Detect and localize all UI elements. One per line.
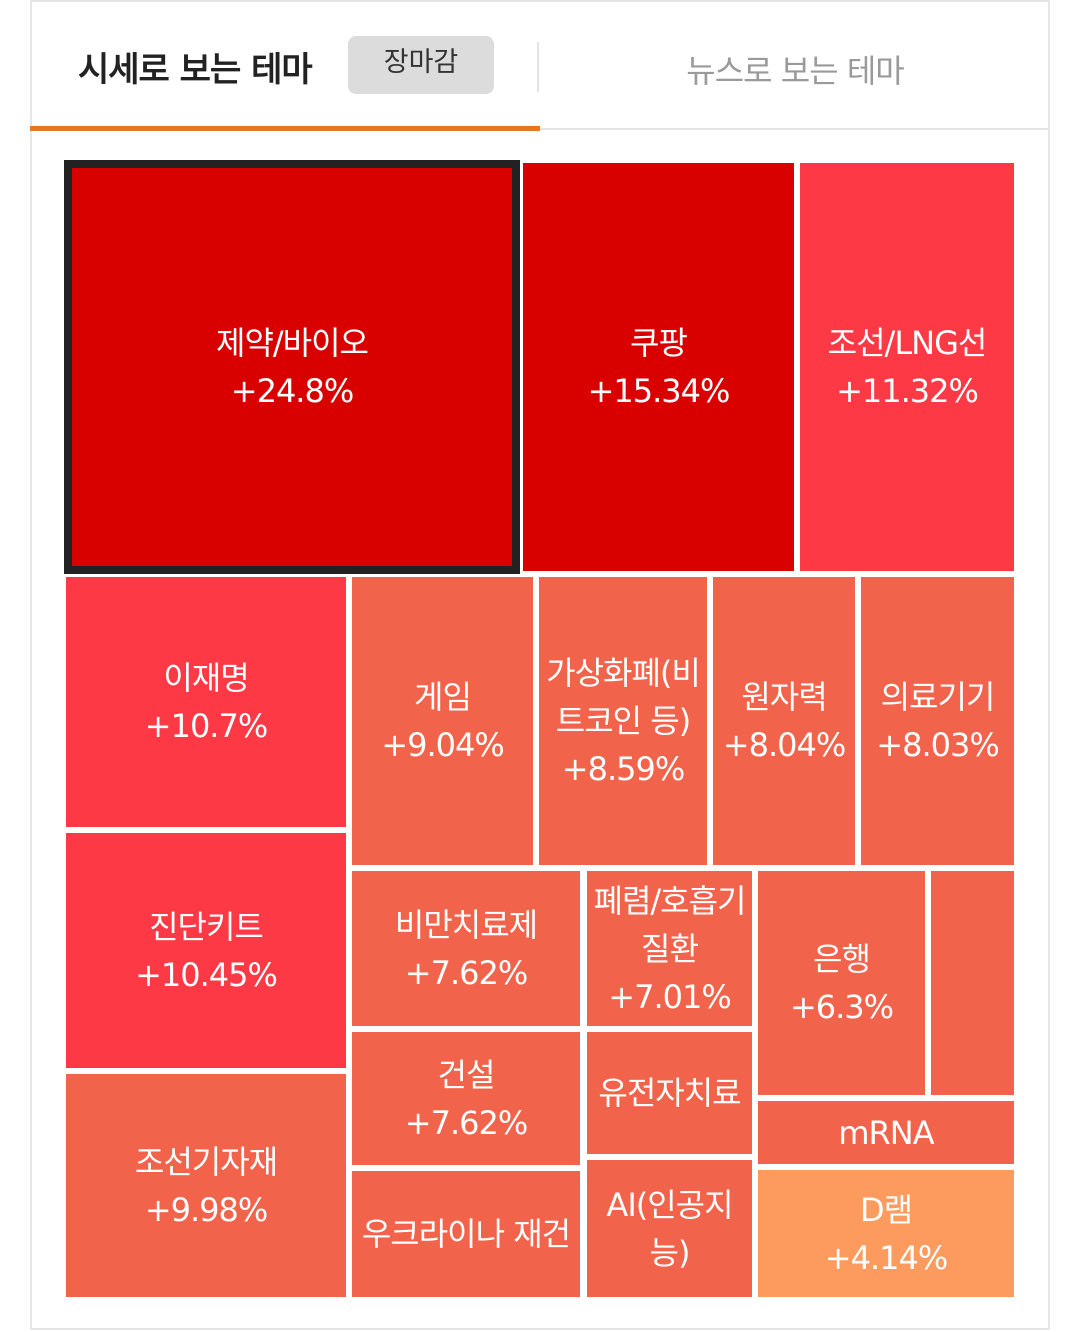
theme-change: +8.04%	[722, 726, 846, 764]
theme-tile[interactable]: 제약/바이오 +24.8%	[64, 160, 520, 574]
theme-change: +9.98%	[144, 1190, 268, 1229]
theme-name: 제약/바이오	[216, 324, 369, 362]
theme-tile[interactable]: 가상화폐(비트코인 등) +8.59%	[539, 577, 707, 865]
theme-tile[interactable]: 은행 +6.3%	[758, 871, 925, 1095]
theme-name: 우크라이나 재건	[361, 1215, 571, 1253]
theme-name: mRNA	[838, 1113, 934, 1152]
theme-name: 원자력	[741, 678, 827, 716]
theme-change: +6.3%	[789, 988, 894, 1026]
theme-name: 게임	[414, 678, 472, 716]
theme-name: 가상화폐(비트코인 등)	[546, 654, 701, 740]
theme-tile[interactable]: mRNA	[758, 1101, 1014, 1164]
theme-tile[interactable]: 조선기자재 +9.98%	[66, 1074, 346, 1297]
theme-name: 은행	[813, 940, 871, 978]
theme-change: +7.01%	[608, 977, 731, 1016]
theme-change: +8.03%	[876, 726, 999, 764]
tab-price-themes[interactable]: 시세로 보는 테마	[78, 50, 313, 90]
theme-name: 비만치료제	[394, 905, 538, 944]
market-closed-badge: 장마감	[348, 36, 494, 94]
theme-tile[interactable]: 건설 +7.62%	[352, 1032, 580, 1165]
theme-tile[interactable]: 유전자치료	[587, 1032, 752, 1154]
theme-tile[interactable]: 우크라이나 재건	[352, 1171, 580, 1297]
theme-name: D램	[859, 1190, 913, 1229]
theme-name: 조선기자재	[134, 1142, 278, 1181]
theme-tile[interactable]: 이재명 +10.7%	[66, 577, 346, 827]
theme-name: 조선/LNG선	[827, 324, 988, 362]
theme-change: +8.59%	[561, 750, 685, 788]
theme-name: 폐렴/호흡기질환	[593, 881, 747, 968]
theme-change: +7.62%	[404, 1103, 528, 1142]
theme-name: 쿠팡	[630, 324, 688, 362]
tab-bottom-rule	[540, 128, 1050, 130]
theme-tile[interactable]: 쿠팡 +15.34%	[523, 163, 794, 571]
theme-tile[interactable]: 폐렴/호흡기질환 +7.01%	[587, 871, 752, 1026]
theme-tile[interactable]	[931, 871, 1014, 1095]
active-tab-indicator	[30, 126, 540, 131]
theme-change: +10.7%	[144, 707, 268, 745]
theme-name: 이재명	[163, 659, 249, 697]
theme-change: +10.45%	[135, 955, 278, 994]
theme-change: +7.62%	[404, 953, 528, 992]
theme-change: +9.04%	[381, 726, 504, 764]
theme-change: +15.34%	[587, 372, 731, 410]
theme-tile[interactable]: 비만치료제 +7.62%	[352, 871, 580, 1026]
theme-name: 진단키트	[149, 907, 264, 946]
theme-tile[interactable]: 조선/LNG선 +11.32%	[800, 163, 1014, 571]
theme-panel	[30, 0, 1050, 1330]
tab-news-themes[interactable]: 뉴스로 보는 테마	[686, 52, 904, 90]
theme-tile[interactable]: 의료기기 +8.03%	[861, 577, 1014, 865]
tab-divider	[537, 42, 539, 92]
theme-change: +24.8%	[230, 372, 354, 410]
theme-tile[interactable]: 게임 +9.04%	[352, 577, 533, 865]
theme-tile[interactable]: D램 +4.14%	[758, 1170, 1014, 1297]
theme-change: +11.32%	[836, 372, 979, 410]
theme-tile[interactable]: AI(인공지능)	[587, 1160, 752, 1297]
theme-name: 유전자치료	[598, 1074, 741, 1112]
theme-tile[interactable]: 원자력 +8.04%	[713, 577, 855, 865]
theme-name: 의료기기	[880, 678, 996, 716]
theme-name: 건설	[437, 1055, 496, 1094]
theme-change: +4.14%	[824, 1238, 948, 1277]
theme-tile[interactable]: 진단키트 +10.45%	[66, 833, 346, 1068]
theme-name: AI(인공지능)	[606, 1185, 733, 1272]
theme-tab-bar: 시세로 보는 테마 장마감 뉴스로 보는 테마	[30, 0, 1050, 131]
